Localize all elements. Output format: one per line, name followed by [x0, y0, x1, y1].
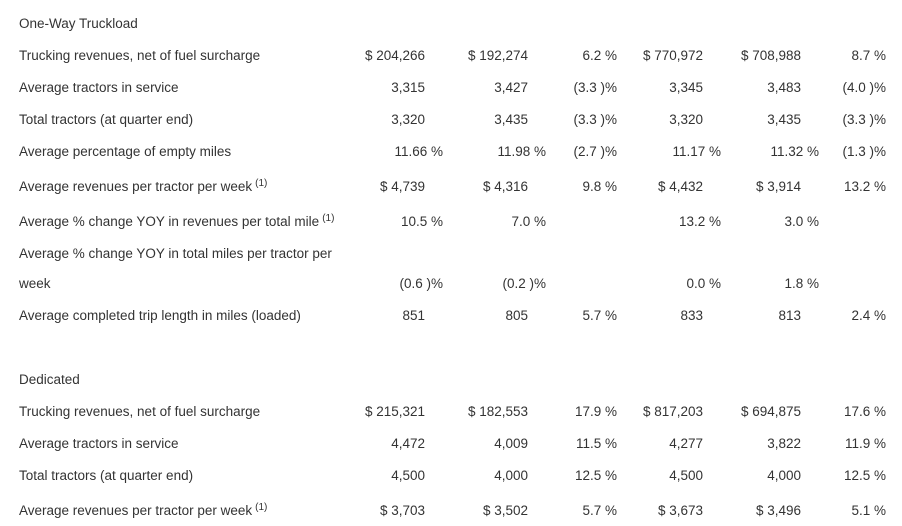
value-cell: 4,500 [391, 468, 425, 483]
row-label: Average % change YOY in total miles per … [19, 239, 351, 299]
value-cell: 13.2 % [678, 214, 721, 229]
value-cell: (0.2 )% [502, 276, 546, 291]
value-cell: 5.1 % [851, 503, 886, 518]
footnote-marker: (1) [322, 213, 335, 224]
value-cell: $ 215,321 [364, 404, 425, 419]
value-cell: 3,435 [494, 112, 528, 127]
footnote-marker: (1) [255, 178, 268, 189]
value-cell: $ 3,496 [755, 503, 801, 518]
section-title: Dedicated [19, 372, 80, 387]
value-cell: 3,320 [391, 112, 425, 127]
value-cell: 6.2 % [582, 48, 617, 63]
value-cell: (4.0 )% [842, 80, 886, 95]
value-cell: $ 4,432 [657, 179, 703, 194]
value-cell: 7.0 % [511, 214, 546, 229]
row-label: Average tractors in service [19, 73, 351, 103]
value-cell: 8.7 % [851, 48, 886, 63]
value-cell: (0.6 )% [399, 276, 443, 291]
value-cell: $ 3,703 [379, 503, 425, 518]
value-cell: $ 4,316 [482, 179, 528, 194]
label-text: Average percentage of empty miles [19, 144, 232, 159]
value-cell: 11.32 % [770, 144, 819, 159]
value-cell: 5.7 % [582, 308, 617, 323]
value-cell: $ 817,203 [642, 404, 703, 419]
value-cell: 11.17 % [672, 144, 721, 159]
row-label: Average revenues per tractor per week (1) [19, 493, 351, 526]
value-cell: 3,345 [669, 80, 703, 95]
value-cell: 4,277 [669, 436, 703, 451]
row-label: Total tractors (at quarter end) [19, 461, 351, 491]
label-text: Trucking revenues, net of fuel surcharge [19, 48, 261, 63]
value-cell: 1.8 % [784, 276, 819, 291]
value-cell: 4,000 [767, 468, 801, 483]
value-cell: 12.5 % [843, 468, 886, 483]
value-cell: $ 182,553 [467, 404, 528, 419]
value-cell: $ 694,875 [740, 404, 801, 419]
value-cell: 3,483 [767, 80, 801, 95]
row-label: Average tractors in service [19, 429, 351, 459]
row-label: Average % change YOY in revenues per tot… [19, 204, 351, 237]
label-text: Average revenues per tractor per week [19, 179, 253, 194]
value-cell: $ 708,988 [740, 48, 801, 63]
row-label: Average revenues per tractor per week (1) [19, 169, 351, 202]
label-text: Average completed trip length in miles (… [19, 308, 301, 323]
value-cell: $ 3,673 [657, 503, 703, 518]
value-cell: 3,822 [767, 436, 801, 451]
value-cell: 805 [505, 308, 528, 323]
row-label: Trucking revenues, net of fuel surcharge [19, 397, 351, 427]
value-cell: 4,472 [391, 436, 425, 451]
value-cell: (2.7 )% [573, 144, 617, 159]
value-cell: 11.98 % [497, 144, 546, 159]
value-cell: $ 204,266 [364, 48, 425, 63]
value-cell: 4,000 [494, 468, 528, 483]
value-cell: 851 [402, 308, 425, 323]
value-cell: 3,427 [494, 80, 528, 95]
value-cell: $ 3,502 [482, 503, 528, 518]
value-cell: 4,500 [669, 468, 703, 483]
value-cell: 10.5 % [400, 214, 443, 229]
value-cell: 11.9 % [844, 436, 886, 451]
value-cell: 3.0 % [784, 214, 819, 229]
section-title: One-Way Truckload [19, 16, 138, 31]
value-cell: 3,435 [767, 112, 801, 127]
value-cell: 5.7 % [582, 503, 617, 518]
value-cell: 2.4 % [851, 308, 886, 323]
value-cell: 0.0 % [686, 276, 721, 291]
value-cell: (1.3 )% [842, 144, 886, 159]
value-cell: 11.66 % [394, 144, 443, 159]
value-cell: 11.5 % [575, 436, 617, 451]
label-text: Average revenues per tractor per week [19, 503, 253, 518]
value-cell: 9.8 % [582, 179, 617, 194]
footnote-marker: (1) [255, 502, 268, 513]
label-text: Average % change YOY in total miles per … [19, 246, 332, 291]
value-cell: 813 [778, 308, 801, 323]
label-text: Average tractors in service [19, 80, 179, 95]
label-text: Total tractors (at quarter end) [19, 468, 194, 483]
value-cell: $ 4,739 [379, 179, 425, 194]
value-cell: (3.3 )% [573, 112, 617, 127]
value-cell: 4,009 [494, 436, 528, 451]
value-cell: $ 192,274 [467, 48, 528, 63]
row-label: Average percentage of empty miles [19, 137, 351, 167]
value-cell: 833 [680, 308, 703, 323]
label-text: Total tractors (at quarter end) [19, 112, 194, 127]
row-label: Average completed trip length in miles (… [19, 301, 351, 331]
row-label: Total tractors (at quarter end) [19, 105, 351, 135]
value-cell: $ 3,914 [755, 179, 801, 194]
value-cell: 12.5 % [574, 468, 617, 483]
label-text: Trucking revenues, net of fuel surcharge [19, 404, 261, 419]
value-cell: 17.6 % [843, 404, 886, 419]
value-cell: (3.3 )% [842, 112, 886, 127]
value-cell: 3,320 [669, 112, 703, 127]
value-cell: 3,315 [391, 80, 425, 95]
value-cell: 17.9 % [574, 404, 617, 419]
row-label: Trucking revenues, net of fuel surcharge [19, 41, 351, 71]
value-cell: (3.3 )% [573, 80, 617, 95]
label-text: Average tractors in service [19, 436, 179, 451]
value-cell: 13.2 % [843, 179, 886, 194]
value-cell: $ 770,972 [642, 48, 703, 63]
label-text: Average % change YOY in revenues per tot… [19, 214, 320, 229]
